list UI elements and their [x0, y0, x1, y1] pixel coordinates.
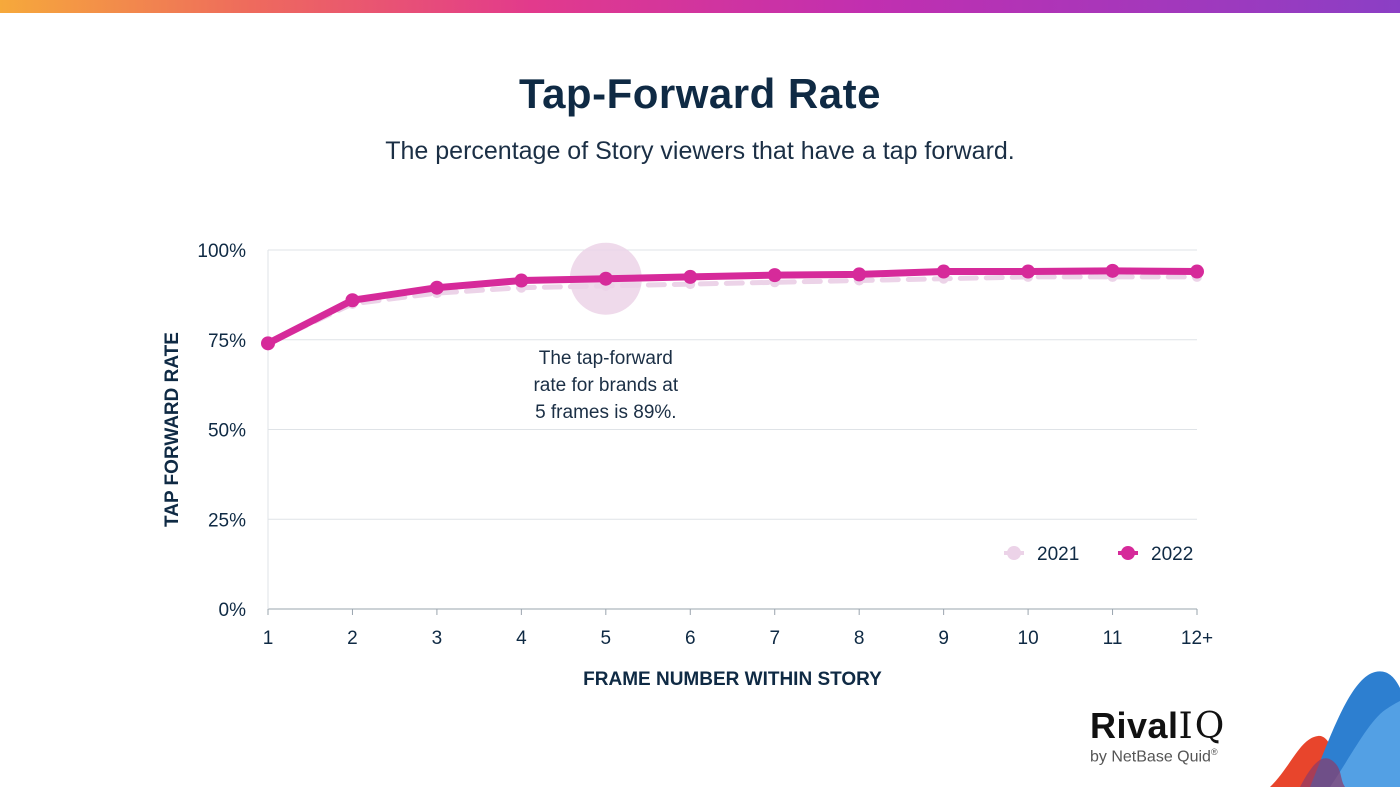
x-tick-label: 4 [516, 628, 527, 649]
series-point-2022 [1190, 264, 1204, 279]
series-point-2022 [261, 336, 275, 351]
brand-trademark: ® [1210, 747, 1218, 757]
brand-wordmark: RivalIQ [1090, 708, 1270, 745]
x-tick-label: 7 [769, 628, 780, 649]
series-point-2022 [598, 271, 613, 286]
series-point-2022 [767, 268, 782, 283]
series-line-2022 [264, 267, 1201, 347]
y-tick-label: 100% [197, 241, 246, 262]
x-tick-label: 2 [347, 628, 358, 649]
x-tick-label: 8 [854, 628, 865, 649]
series-point-2022 [1105, 263, 1120, 278]
series-point-2022 [429, 280, 444, 295]
brand-tagline: by NetBase Quid® [1090, 747, 1270, 766]
series-point-2022 [852, 267, 867, 282]
x-tick-label: 10 [1018, 628, 1039, 649]
legend-swatch-marker [1121, 546, 1135, 560]
x-axis-title: FRAME NUMBER WITHIN STORY [583, 669, 882, 690]
brand-logo: RivalIQ by NetBase Quid® [1090, 708, 1270, 766]
x-tick-label: 12+ [1181, 628, 1213, 649]
series-point-2022 [936, 264, 951, 279]
brand-tagline-text: by NetBase Quid [1090, 748, 1211, 766]
legend-label: 2022 [1151, 544, 1193, 565]
annotation-text-line: 5 frames is 89%. [535, 402, 677, 423]
series-line-2021 [265, 274, 1200, 346]
y-tick-label: 0% [219, 600, 247, 621]
x-tick-label: 3 [432, 628, 443, 649]
x-tick-label: 6 [685, 628, 696, 649]
series-point-2022 [1021, 264, 1036, 279]
x-tick-label: 5 [601, 628, 612, 649]
brand-decoration [1270, 671, 1400, 787]
y-tick-label: 25% [208, 510, 246, 531]
x-tick-label: 9 [938, 628, 949, 649]
annotation-text-line: The tap-forward [539, 348, 673, 369]
chart-subtitle: The percentage of Story viewers that hav… [385, 137, 1015, 165]
y-axis-title: TAP FORWARD RATE [162, 332, 183, 527]
chart-title: Tap-Forward Rate [519, 70, 881, 117]
brand-main: Rival [1090, 705, 1179, 746]
top-gradient-bar [0, 0, 1400, 13]
series-point-2022 [345, 293, 360, 308]
brand-suffix: IQ [1178, 706, 1227, 747]
y-tick-label: 75% [208, 331, 246, 352]
legend-label: 2021 [1037, 544, 1079, 565]
series-point-2022 [683, 269, 698, 284]
legend-swatch-marker [1007, 546, 1021, 560]
x-tick-label: 1 [263, 628, 274, 649]
series-point-2022 [514, 273, 529, 288]
y-tick-label: 50% [208, 421, 246, 442]
annotation-text-line: rate for brands at [533, 375, 678, 396]
x-tick-label: 11 [1103, 628, 1123, 649]
